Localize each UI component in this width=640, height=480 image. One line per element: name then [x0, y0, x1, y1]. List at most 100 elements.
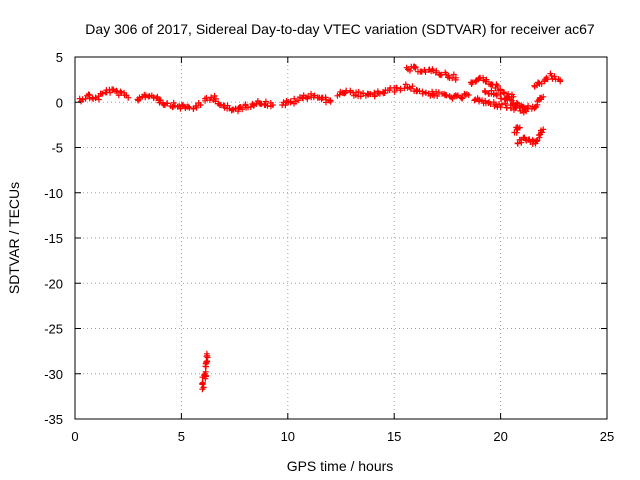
x-tick-label: 10	[281, 429, 295, 444]
data-point	[367, 91, 374, 98]
data-point	[170, 99, 177, 106]
y-tick-label: 5	[56, 50, 63, 65]
data-point	[452, 74, 459, 81]
data-points	[76, 63, 564, 393]
y-tick-label: -35	[44, 412, 63, 427]
data-point	[185, 103, 192, 110]
data-point	[551, 73, 558, 80]
data-point	[199, 379, 206, 386]
data-point	[516, 104, 523, 111]
data-point	[117, 88, 124, 95]
data-point	[409, 83, 416, 90]
data-point	[422, 89, 429, 96]
data-point	[203, 350, 210, 357]
data-point	[391, 88, 398, 95]
data-point	[92, 95, 99, 101]
data-point	[197, 102, 204, 108]
data-point	[282, 102, 289, 109]
axis-ticks: 0 5 10 15 20 25 5 0 -5 -10 -15 -20 -25 -30 -35	[44, 50, 614, 444]
data-point	[79, 96, 86, 103]
data-point	[480, 74, 487, 81]
y-tick-label: -5	[51, 141, 63, 156]
chart-title: Day 306 of 2017, Sidereal Day-to-day VTE…	[85, 21, 595, 37]
data-point	[413, 87, 420, 93]
data-point	[86, 95, 93, 102]
data-point	[412, 64, 419, 71]
data-point	[557, 78, 564, 85]
y-tick-label: -20	[44, 276, 63, 291]
data-point	[258, 100, 265, 107]
x-tick-label: 15	[387, 429, 401, 444]
data-point	[510, 93, 517, 100]
data-point	[327, 97, 334, 104]
data-point	[154, 93, 161, 100]
data-point	[476, 96, 483, 103]
data-point	[469, 79, 476, 86]
data-point	[407, 67, 413, 74]
data-point	[381, 90, 388, 96]
data-point	[471, 97, 478, 104]
data-point	[107, 89, 114, 96]
data-point	[453, 93, 460, 100]
y-tick-label: -15	[44, 231, 63, 246]
data-point	[157, 97, 164, 104]
data-point	[186, 104, 193, 111]
data-point	[393, 84, 400, 91]
data-point	[308, 90, 314, 97]
data-point	[419, 90, 426, 97]
x-tick-label: 0	[71, 429, 78, 444]
data-point	[435, 89, 442, 96]
data-point	[311, 92, 318, 99]
data-point	[136, 94, 143, 101]
data-point	[247, 104, 254, 110]
data-point	[450, 71, 457, 78]
x-tick-label: 20	[493, 429, 507, 444]
data-point	[540, 93, 547, 100]
data-point	[496, 101, 502, 107]
y-tick-label: -10	[44, 186, 63, 201]
data-point	[502, 100, 509, 107]
y-tick-label: -25	[44, 322, 63, 337]
data-point	[547, 70, 554, 77]
data-point	[536, 134, 543, 141]
x-axis-label: GPS time / hours	[287, 458, 394, 474]
data-point	[534, 98, 541, 105]
data-point	[443, 92, 450, 99]
y-tick-label: 0	[56, 95, 63, 110]
data-point	[483, 76, 490, 83]
data-point	[459, 94, 466, 101]
data-point	[493, 92, 500, 99]
data-point	[402, 81, 409, 88]
y-tick-label: -30	[44, 367, 63, 382]
data-point	[465, 92, 472, 98]
data-point	[521, 105, 528, 112]
data-point	[304, 95, 311, 102]
data-point	[295, 97, 302, 104]
data-point	[371, 92, 378, 98]
data-point	[213, 95, 219, 102]
data-point	[376, 90, 383, 97]
data-point	[202, 368, 209, 375]
data-point	[145, 93, 152, 100]
data-point	[269, 102, 276, 108]
data-point	[434, 93, 441, 99]
data-point	[125, 94, 132, 101]
data-point	[525, 102, 532, 109]
data-point	[401, 85, 408, 92]
data-point	[287, 98, 294, 105]
grid	[75, 57, 607, 419]
data-point	[498, 101, 505, 108]
data-point	[432, 69, 439, 76]
x-tick-label: 5	[178, 429, 185, 444]
data-point	[193, 104, 200, 111]
data-point	[501, 89, 507, 96]
data-point	[482, 89, 489, 96]
data-point	[516, 124, 523, 131]
data-point	[262, 98, 269, 105]
data-point	[239, 106, 246, 113]
data-point	[422, 69, 429, 75]
x-tick-label: 25	[600, 429, 614, 444]
y-axis-label: SDTVAR / TECUs	[6, 182, 22, 294]
data-point	[523, 108, 530, 115]
